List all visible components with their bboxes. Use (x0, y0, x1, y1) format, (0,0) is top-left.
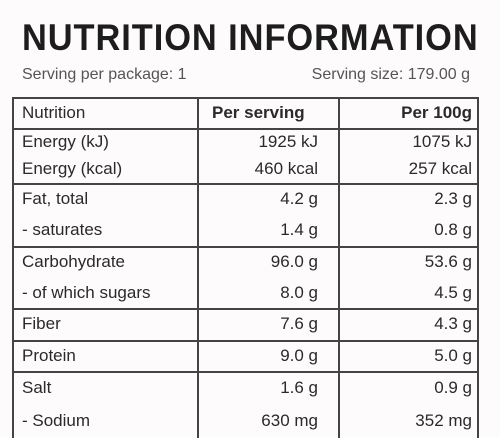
cell-value: 7.6 g (280, 314, 318, 333)
nutrient-name: - Sodium (22, 411, 91, 431)
cell-value: 53.6 g (424, 251, 472, 271)
cell-value: 0.8 g (434, 220, 472, 240)
nutrient-name: Energy (kcal) (22, 159, 123, 179)
cell-value: 1925 kJ (258, 131, 318, 151)
cell-value: 4.3 g (434, 314, 472, 333)
rule (12, 246, 478, 248)
rule (197, 97, 199, 438)
nutrient-name: Fat, total (22, 188, 89, 208)
rule (12, 371, 478, 373)
rule (338, 97, 340, 438)
cell-value: 4.5 g (434, 282, 472, 302)
rule (12, 128, 478, 130)
column-header: Nutrition (22, 103, 86, 122)
nutrient-name: - of which sugars (22, 282, 151, 302)
serving-size: Serving size: 179.00 g (311, 66, 470, 83)
cell-value: 352 mg (415, 411, 472, 431)
cell-value: 630 mg (261, 411, 318, 431)
rule (12, 183, 478, 185)
nutrient-name: - saturates (22, 220, 103, 240)
cell-value: 0.9 g (434, 377, 472, 397)
nutrient-name: Protein (22, 345, 76, 365)
cell-value: 8.0 g (280, 282, 318, 302)
cell-value: 257 kcal (408, 159, 472, 179)
cell-value: 1.4 g (280, 220, 318, 240)
title: NUTRITION INFORMATION (22, 17, 479, 58)
nutrient-name: Salt (22, 377, 52, 397)
cell-value: 1.6 g (280, 377, 318, 397)
rule (12, 308, 478, 310)
cell-value: 5.0 g (434, 345, 472, 365)
cell-value: 9.0 g (280, 345, 318, 365)
rule (477, 97, 479, 438)
rule (12, 97, 478, 99)
servings-per-package: Serving per package: 1 (22, 66, 187, 83)
column-header: Per 100g (401, 103, 472, 122)
cell-value: 460 kcal (254, 159, 318, 179)
cell-value: 4.2 g (280, 188, 318, 208)
rule (12, 97, 14, 438)
cell-value: 1075 kJ (412, 131, 472, 151)
cell-value: 96.0 g (270, 251, 318, 271)
rule (12, 340, 478, 342)
column-header: Per serving (212, 103, 305, 122)
nutrient-name: Carbohydrate (22, 251, 126, 271)
nutrient-name: Energy (kJ) (22, 131, 109, 151)
cell-value: 2.3 g (434, 188, 472, 208)
nutrient-name: Fiber (22, 314, 61, 333)
